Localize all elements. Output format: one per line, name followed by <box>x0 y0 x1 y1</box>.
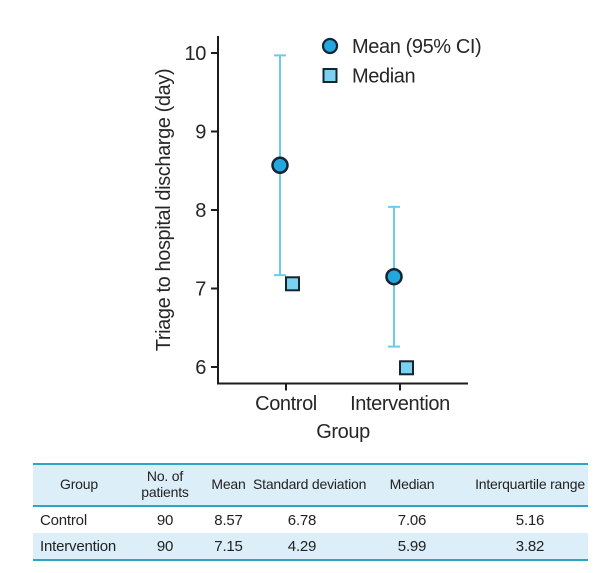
y-axis-tick-label: 7 <box>195 279 206 301</box>
legend-median-square-icon <box>322 68 338 83</box>
column-header-interquartile-range: Interquartile range <box>472 464 588 507</box>
legend-label: Median <box>352 66 415 88</box>
summary-table: Group No. of patients Mean Standard devi… <box>33 463 588 561</box>
cell-iqr: 5.16 <box>515 511 545 529</box>
x-axis-title: Group <box>316 421 370 443</box>
y-axis-tick-label: 9 <box>195 122 206 144</box>
y-axis-title: Triage to hospital discharge (day) <box>153 69 175 351</box>
cell-patients: 90 <box>125 533 205 560</box>
mean-point-intervention <box>385 267 403 286</box>
mean-point-control <box>271 156 289 175</box>
cell-iqr: 3.82 <box>472 533 588 560</box>
median-point-intervention <box>399 360 414 376</box>
x-axis-tick-label: Control <box>255 393 317 415</box>
table-row-control: Control 90 8.57 6.78 7.06 5.16 <box>33 506 588 533</box>
cell-group: Intervention <box>33 533 125 560</box>
cell-mean: 8.57 <box>214 511 243 529</box>
y-axis-tick-label: 10 <box>185 43 207 65</box>
y-axis-tick-label: 8 <box>195 200 206 222</box>
table-row-intervention: Intervention 90 7.15 4.29 5.99 3.82 <box>33 533 588 560</box>
legend-mean-circle-icon <box>321 37 339 55</box>
median-point-control <box>285 276 300 292</box>
y-axis-tick-label: 6 <box>195 357 206 379</box>
column-header-group: Group <box>33 464 125 507</box>
column-header-median: Median <box>352 464 472 507</box>
summary-table-wrap: Group No. of patients Mean Standard devi… <box>33 463 588 561</box>
x-axis-tick-label: Intervention <box>350 393 450 415</box>
cell-group: Control <box>40 511 87 529</box>
table-header-row: Group No. of patients Mean Standard devi… <box>33 464 588 507</box>
cell-median: 5.99 <box>352 533 472 560</box>
cell-patients: 90 <box>156 511 174 529</box>
cell-sd: 4.29 <box>252 533 352 560</box>
cell-mean: 7.15 <box>205 533 252 560</box>
cell-median: 7.06 <box>397 511 427 529</box>
column-header-standard-deviation: Standard deviation <box>252 464 366 507</box>
column-header-no-of-patients: No. of patients <box>125 464 205 507</box>
column-header-mean: Mean <box>205 464 252 507</box>
cell-sd: 6.78 <box>287 511 317 529</box>
legend-label: Mean (95% CI) <box>352 36 481 58</box>
mean-ci-median-chart: 6 7 8 9 10 Control Intervention Group Triage to … <box>153 36 482 443</box>
